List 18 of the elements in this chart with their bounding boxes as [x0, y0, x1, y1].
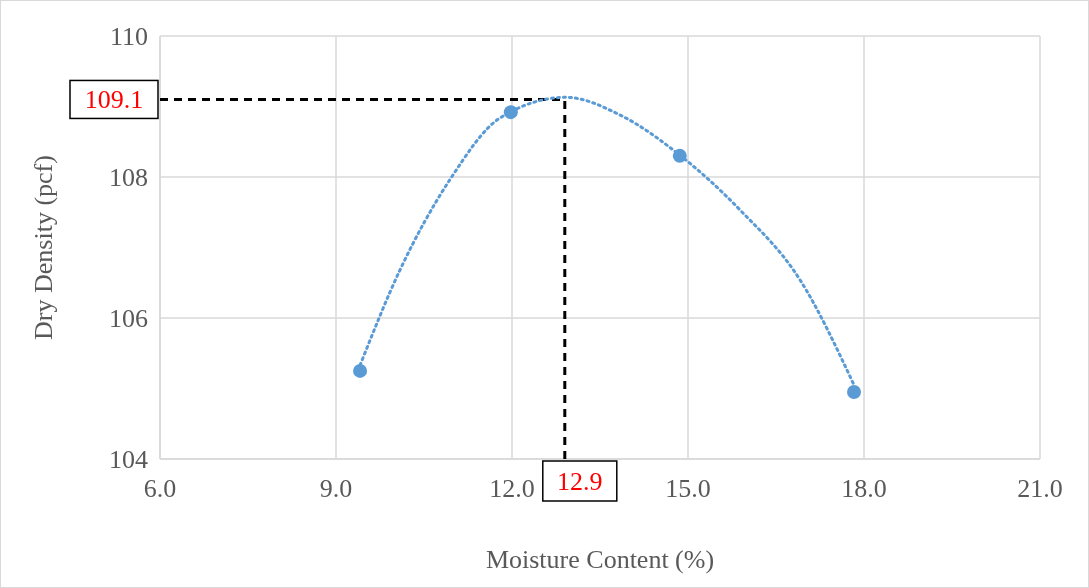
- point: [503, 105, 518, 120]
- y-tick-label: 110: [109, 22, 148, 51]
- y-tick-label: 104: [109, 445, 148, 474]
- x-tick-label: 9.0: [319, 474, 353, 503]
- x-tick-label: 12.0: [489, 474, 535, 503]
- x-tick-label: 21.0: [1017, 474, 1063, 503]
- y-tick-label: 106: [109, 304, 148, 333]
- x-tick-label: 6.0: [143, 474, 177, 503]
- x-tick-label: 15.0: [665, 474, 711, 503]
- x-axis-title: Moisture Content (%): [485, 545, 715, 574]
- y-axis-title: Dry Density (pcf): [29, 155, 58, 340]
- point: [672, 148, 687, 163]
- x-tick-label: 18.0: [841, 474, 887, 503]
- point: [353, 363, 368, 378]
- ref-line-label: 109.1: [84, 85, 144, 115]
- y-tick-label: 108: [109, 163, 148, 192]
- point: [847, 385, 862, 400]
- ref-line-label: 12.9: [557, 467, 603, 496]
